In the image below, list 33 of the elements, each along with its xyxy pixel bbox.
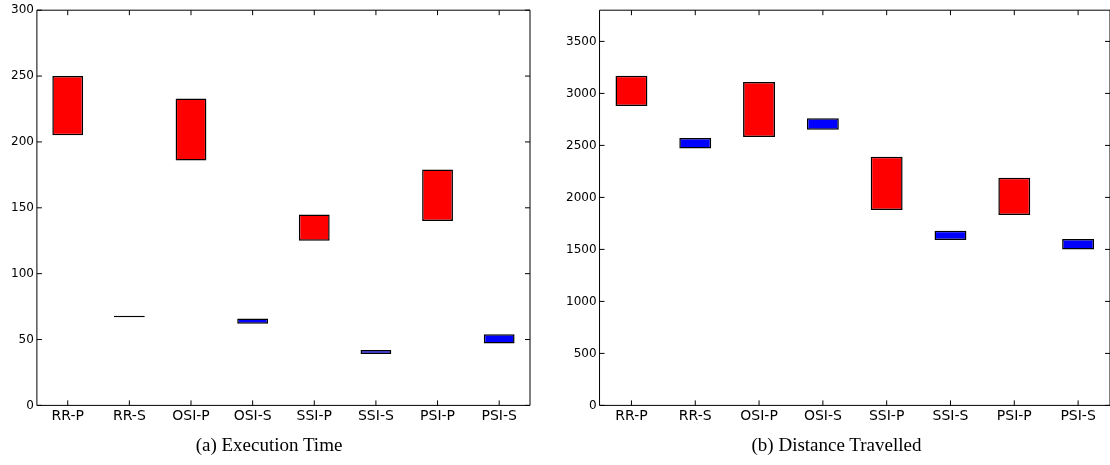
y-tick-label: 1000 <box>565 293 597 308</box>
x-tick-label: OSI-S <box>233 407 272 424</box>
x-tick-label: RR-S <box>678 407 712 424</box>
x-tick-label: PSI-P <box>420 407 456 424</box>
x-tick-label: SSI-S <box>932 407 969 424</box>
x-tick-label: OSI-S <box>803 407 842 424</box>
x-tick-label: PSI-S <box>481 407 517 424</box>
x-tick-label: SSI-P <box>296 407 332 424</box>
x-tick-label: RR-P <box>51 407 84 424</box>
y-tick-label: 100 <box>11 265 34 280</box>
y-tick-label: 500 <box>573 345 597 360</box>
y-tick-label: 2500 <box>565 137 597 152</box>
text: (b) Distance Travelled <box>751 433 922 456</box>
y-tick-label: 50 <box>18 331 34 346</box>
x-tick-label: OSI-P <box>172 407 210 424</box>
x-tick-label: OSI-P <box>740 407 778 424</box>
y-tick-label: 3500 <box>565 33 597 48</box>
text: (a) Execution Time <box>195 433 343 456</box>
y-tick-label: 150 <box>11 199 34 214</box>
y-tick-label: 2000 <box>565 189 597 204</box>
x-tick-label: RR-P <box>615 407 648 424</box>
x-tick-label: PSI-P <box>996 407 1032 424</box>
y-tick-label: 200 <box>11 134 34 149</box>
y-tick-label: 300 <box>11 2 34 17</box>
x-tick-label: RR-S <box>112 407 146 424</box>
x-tick-label: SSI-P <box>868 407 905 424</box>
y-tick-label: 1500 <box>565 241 597 256</box>
y-tick-label: 3000 <box>565 85 597 100</box>
y-tick-label: 0 <box>588 397 597 412</box>
x-tick-label: SSI-S <box>357 407 394 424</box>
y-tick-label: 250 <box>11 68 34 83</box>
x-tick-label: PSI-S <box>1060 407 1096 424</box>
y-tick-label: 0 <box>26 397 34 412</box>
